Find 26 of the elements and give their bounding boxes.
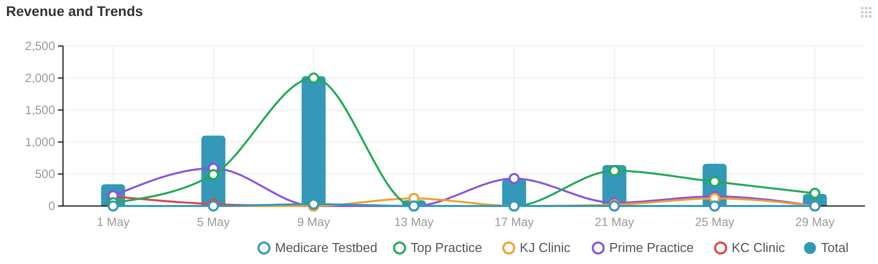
y-tick-label: 1,000	[24, 135, 56, 150]
x-tick-label: 25 May	[694, 215, 734, 229]
x-tick-label: 1 May	[96, 215, 130, 229]
y-tick-label: 2,500	[24, 39, 56, 54]
legend-label: Total	[821, 240, 849, 255]
legend-label: Top Practice	[410, 240, 482, 255]
legend-label: KC Clinic	[732, 240, 786, 255]
x-tick-label: 29 May	[795, 215, 835, 229]
point	[809, 188, 820, 199]
x-tick-label: 5 May	[197, 215, 230, 229]
chart-title: Revenue and Trends	[6, 3, 144, 19]
y-tick-label: 0	[48, 199, 56, 214]
point	[308, 72, 320, 84]
x-tick-label: 13 May	[394, 215, 434, 229]
point	[608, 165, 620, 176]
legend-label: Prime Practice	[609, 240, 694, 255]
legend-label: KJ Clinic	[520, 240, 571, 255]
y-tick-label: 500	[34, 167, 56, 182]
y-tick-label: 2,000	[24, 71, 56, 86]
point	[208, 169, 219, 180]
x-tick-label: 9 May	[297, 215, 330, 229]
point	[508, 172, 520, 184]
legend-label: Medicare Testbed	[275, 240, 378, 255]
x-tick-label: 17 May	[494, 215, 534, 229]
x-tick-label: 21 May	[594, 215, 634, 229]
y-tick-label: 1,500	[24, 103, 56, 118]
